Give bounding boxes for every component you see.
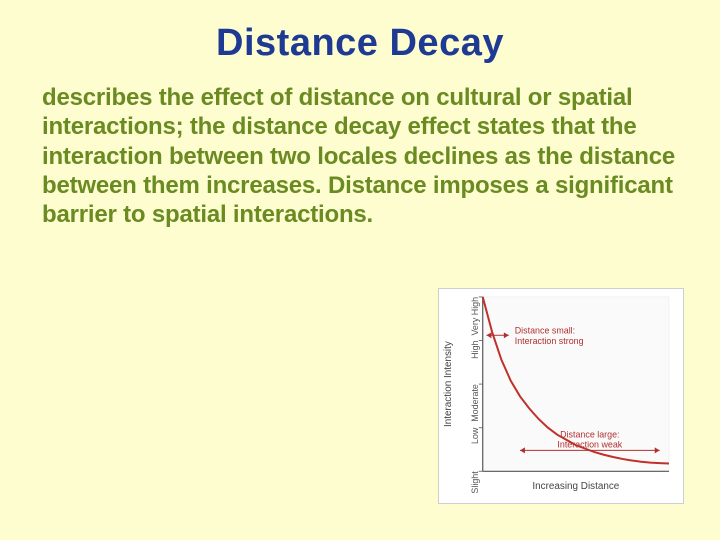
slide-body: describes the effect of distance on cult… bbox=[0, 83, 720, 229]
svg-text:Interaction weak: Interaction weak bbox=[557, 439, 622, 449]
slide-title: Distance Decay bbox=[0, 0, 720, 83]
svg-text:Interaction Intensity: Interaction Intensity bbox=[443, 341, 454, 427]
svg-text:Distance large:: Distance large: bbox=[560, 429, 619, 439]
svg-text:Distance small:: Distance small: bbox=[515, 325, 575, 335]
svg-text:Low: Low bbox=[470, 427, 480, 444]
svg-text:High: High bbox=[470, 340, 480, 358]
svg-text:Slight: Slight bbox=[470, 471, 480, 494]
svg-text:Increasing Distance: Increasing Distance bbox=[532, 481, 619, 492]
svg-text:Moderate: Moderate bbox=[470, 384, 480, 422]
chart-svg: Slight Low Moderate High Very High Interactio… bbox=[439, 289, 683, 503]
svg-text:Very High: Very High bbox=[470, 297, 480, 336]
svg-text:Interaction strong: Interaction strong bbox=[515, 336, 584, 346]
distance-decay-chart: Slight Low Moderate High Very High Interactio… bbox=[438, 288, 684, 504]
